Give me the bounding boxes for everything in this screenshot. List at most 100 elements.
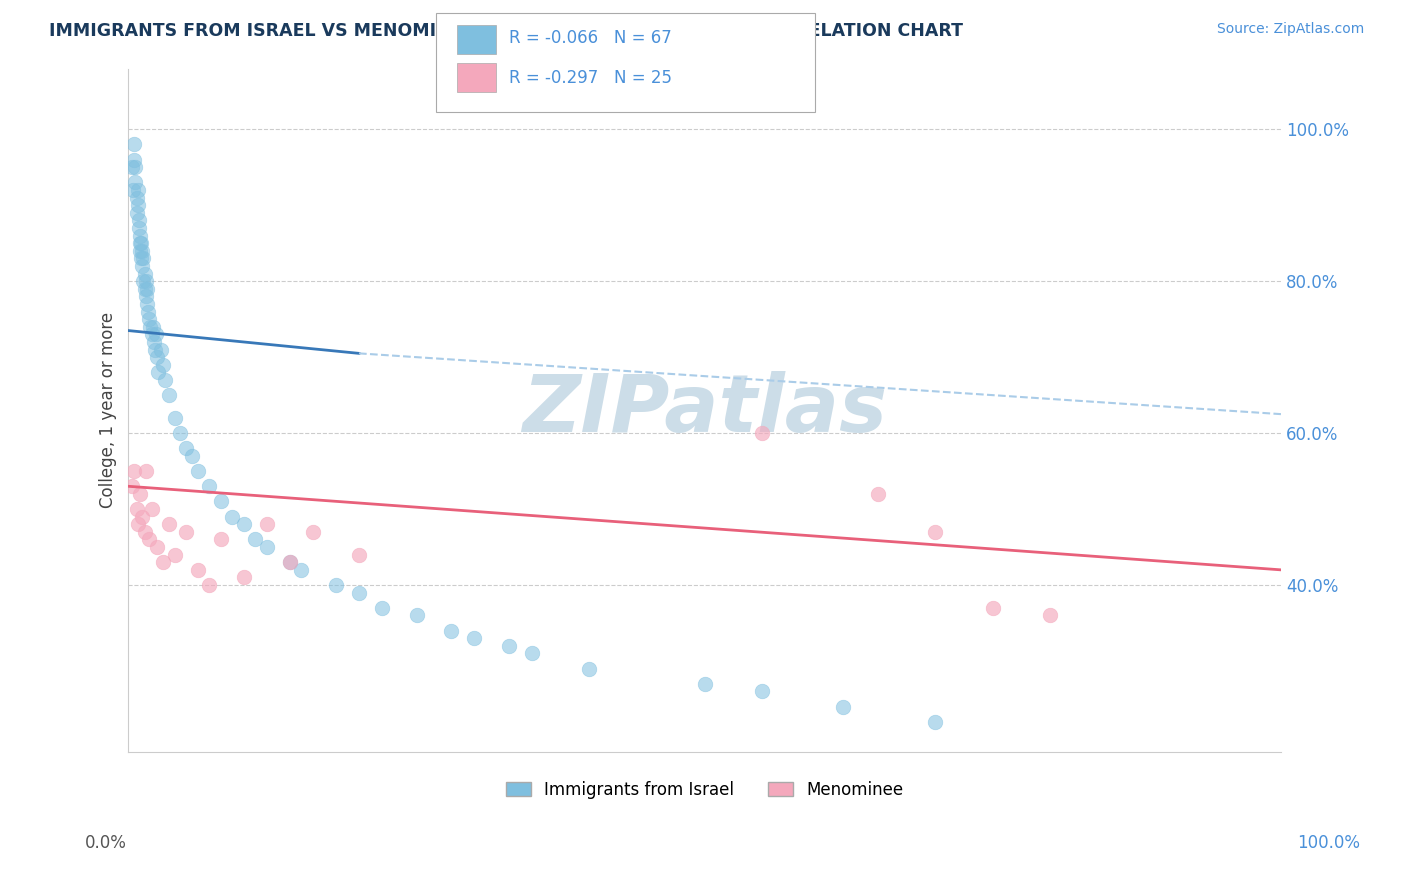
- Point: [520, 647, 543, 661]
- Point: [751, 426, 773, 441]
- Point: [138, 312, 160, 326]
- Point: [981, 600, 1004, 615]
- Point: [198, 578, 221, 592]
- Text: R = -0.066   N = 67: R = -0.066 N = 67: [509, 29, 672, 47]
- Point: [134, 267, 156, 281]
- Point: [498, 639, 520, 653]
- Point: [129, 252, 152, 266]
- Point: [136, 304, 159, 318]
- Point: [924, 524, 946, 539]
- Point: [209, 533, 232, 547]
- Point: [169, 426, 191, 441]
- Point: [143, 343, 166, 357]
- Text: 0.0%: 0.0%: [84, 834, 127, 852]
- Point: [278, 555, 301, 569]
- Point: [139, 319, 162, 334]
- Point: [121, 479, 143, 493]
- Point: [132, 252, 155, 266]
- Point: [127, 183, 149, 197]
- Point: [122, 153, 145, 167]
- Point: [135, 289, 157, 303]
- Text: 100.0%: 100.0%: [1298, 834, 1360, 852]
- Point: [125, 206, 148, 220]
- Point: [129, 236, 152, 251]
- Point: [146, 540, 169, 554]
- Point: [347, 548, 370, 562]
- Point: [131, 259, 153, 273]
- Point: [129, 228, 152, 243]
- Point: [134, 524, 156, 539]
- Point: [440, 624, 463, 638]
- Point: [163, 548, 186, 562]
- Point: [125, 502, 148, 516]
- Point: [221, 509, 243, 524]
- Point: [198, 479, 221, 493]
- Point: [135, 274, 157, 288]
- Point: [347, 585, 370, 599]
- Point: [148, 365, 170, 379]
- Point: [325, 578, 347, 592]
- Point: [187, 563, 209, 577]
- Point: [132, 274, 155, 288]
- Point: [157, 517, 180, 532]
- Point: [463, 631, 485, 645]
- Point: [125, 191, 148, 205]
- Point: [174, 524, 197, 539]
- Point: [141, 327, 163, 342]
- Point: [866, 487, 889, 501]
- Point: [122, 183, 145, 197]
- Point: [924, 714, 946, 729]
- Point: [245, 533, 267, 547]
- Point: [127, 517, 149, 532]
- Point: [129, 244, 152, 258]
- Point: [128, 213, 150, 227]
- Point: [135, 282, 157, 296]
- Y-axis label: College, 1 year or more: College, 1 year or more: [100, 312, 117, 508]
- Point: [138, 533, 160, 547]
- Point: [256, 517, 278, 532]
- Point: [693, 677, 716, 691]
- Point: [578, 662, 600, 676]
- Point: [149, 343, 172, 357]
- Point: [141, 502, 163, 516]
- Point: [129, 236, 152, 251]
- Point: [122, 137, 145, 152]
- Point: [142, 334, 165, 349]
- Point: [135, 464, 157, 478]
- Point: [302, 524, 325, 539]
- Point: [131, 244, 153, 258]
- Point: [145, 327, 167, 342]
- Point: [146, 350, 169, 364]
- Text: R = -0.297   N = 25: R = -0.297 N = 25: [509, 69, 672, 87]
- Text: Source: ZipAtlas.com: Source: ZipAtlas.com: [1216, 22, 1364, 37]
- Point: [163, 411, 186, 425]
- Point: [174, 442, 197, 456]
- Point: [180, 449, 202, 463]
- Legend: Immigrants from Israel, Menominee: Immigrants from Israel, Menominee: [499, 774, 910, 805]
- Point: [751, 684, 773, 698]
- Point: [405, 608, 427, 623]
- Point: [122, 464, 145, 478]
- Point: [128, 221, 150, 235]
- Point: [142, 319, 165, 334]
- Point: [152, 358, 174, 372]
- Point: [278, 555, 301, 569]
- Point: [135, 297, 157, 311]
- Point: [134, 282, 156, 296]
- Point: [232, 517, 254, 532]
- Point: [121, 161, 143, 175]
- Point: [232, 570, 254, 584]
- Point: [256, 540, 278, 554]
- Point: [371, 600, 394, 615]
- Point: [832, 699, 855, 714]
- Text: IMMIGRANTS FROM ISRAEL VS MENOMINEE COLLEGE, 1 YEAR OR MORE CORRELATION CHART: IMMIGRANTS FROM ISRAEL VS MENOMINEE COLL…: [49, 22, 963, 40]
- Point: [127, 198, 149, 212]
- Point: [1039, 608, 1062, 623]
- Point: [124, 176, 146, 190]
- Point: [290, 563, 312, 577]
- Point: [155, 373, 177, 387]
- Text: ZIPatlas: ZIPatlas: [522, 371, 887, 450]
- Point: [152, 555, 174, 569]
- Point: [157, 388, 180, 402]
- Point: [131, 509, 153, 524]
